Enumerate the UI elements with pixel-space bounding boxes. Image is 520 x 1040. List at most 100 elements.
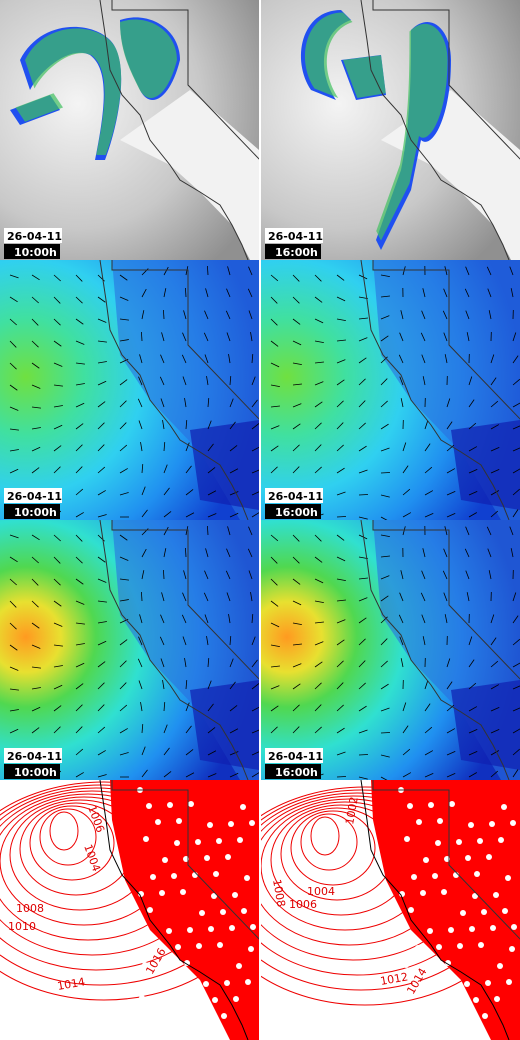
wind-arrow	[119, 534, 128, 541]
contour-hole	[482, 1013, 488, 1019]
wind-arrow	[206, 376, 209, 386]
wind-arrow	[336, 660, 344, 668]
wind-arrow	[442, 310, 448, 320]
isobar-label: 1006	[289, 898, 317, 911]
wind-arrow	[53, 340, 62, 347]
wind-arrow	[251, 729, 259, 734]
contour-hole	[407, 803, 413, 809]
contour-hole	[424, 961, 430, 967]
map-panel: 26-04-11 10:00h	[0, 0, 259, 260]
wind-arrow	[182, 592, 187, 602]
wind-arrow	[31, 687, 41, 690]
wind-arrow	[444, 526, 448, 536]
time-label: 10:00h	[14, 246, 57, 259]
wind-arrow	[314, 381, 324, 386]
time-label: 16:00h	[275, 506, 318, 519]
wind-arrow	[444, 614, 448, 624]
wind-arrow	[97, 380, 107, 386]
wind-arrow	[204, 570, 209, 580]
contour-hole	[154, 945, 160, 951]
contour-hole	[217, 942, 223, 948]
wind-arrow	[9, 688, 19, 691]
wind-arrow	[402, 772, 412, 778]
contour-hole	[416, 819, 422, 825]
contour-hole	[452, 998, 458, 1004]
wind-arrow	[160, 398, 165, 408]
contour-hole	[225, 854, 231, 860]
wind-arrow	[512, 332, 517, 342]
wind-arrow	[97, 490, 106, 496]
wind-arrow	[336, 444, 344, 452]
wind-arrow	[468, 729, 478, 734]
wind-arrow	[444, 354, 448, 364]
wind-arrow	[141, 723, 144, 734]
wind-arrow	[207, 680, 212, 690]
wind-arrow	[163, 266, 169, 276]
wind-arrow	[468, 399, 475, 408]
wind-arrow	[206, 636, 209, 646]
wind-arrow	[225, 570, 231, 580]
contour-hole	[158, 1016, 164, 1022]
wind-arrow	[75, 274, 83, 282]
wind-arrow	[31, 578, 39, 586]
wind-arrow	[380, 534, 390, 537]
wind-arrow	[402, 526, 406, 536]
wind-arrow	[446, 681, 453, 690]
wind-arrow	[336, 751, 346, 756]
contour-hole	[191, 998, 197, 1004]
wind-arrow	[380, 356, 388, 364]
wind-arrow	[465, 266, 470, 276]
contour-hole	[399, 891, 405, 897]
wind-arrow	[358, 357, 367, 364]
wind-arrow	[380, 516, 388, 520]
wind-arrow	[443, 288, 448, 298]
wind-arrow	[402, 702, 407, 712]
wind-arrow	[336, 727, 345, 734]
date-box	[265, 488, 323, 503]
wind-arrow	[204, 614, 209, 624]
wind-arrow	[9, 534, 19, 539]
wind-arrow	[119, 318, 129, 321]
coastline	[99, 520, 249, 780]
wind-arrow	[163, 288, 167, 298]
wind-arrow	[75, 704, 83, 712]
wind-arrow	[292, 274, 300, 282]
wind-arrow	[486, 266, 492, 276]
wind-arrow	[207, 420, 212, 430]
wind-arrow	[229, 398, 234, 408]
contour-hole	[167, 802, 173, 808]
wind-arrow	[229, 751, 239, 756]
date-label: 26-04-11	[7, 750, 62, 763]
wind-arrow	[446, 751, 456, 756]
wind-arrow	[402, 512, 412, 518]
wind-arrow	[119, 492, 129, 496]
contour-hole	[481, 909, 487, 915]
wind-arrow	[119, 422, 127, 430]
wind-arrow	[380, 400, 388, 408]
wind-arrow	[163, 548, 167, 558]
wind-arrow	[510, 548, 514, 558]
wind-arrow	[119, 379, 128, 386]
contour-hole	[170, 999, 176, 1005]
wind-arrow	[468, 659, 475, 668]
wind-arrow	[229, 681, 236, 690]
contour-hole	[464, 981, 470, 987]
contour-hole	[163, 961, 169, 967]
contour-hole	[469, 926, 475, 932]
wind-arrow	[163, 701, 166, 712]
wind-arrow	[97, 318, 107, 323]
wind-arrow	[140, 702, 143, 712]
wind-arrow	[465, 570, 470, 580]
wind-arrow	[9, 274, 19, 279]
wind-arrow	[490, 469, 500, 474]
wind-arrow	[75, 512, 84, 518]
wind-arrow	[398, 614, 404, 624]
wind-arrow	[270, 425, 280, 430]
wind-arrow	[229, 512, 239, 518]
wind-arrow	[424, 443, 431, 452]
wind-arrow	[9, 340, 17, 348]
wind-arrow	[228, 614, 231, 624]
date-box	[4, 748, 62, 763]
wind-arrow	[75, 488, 84, 496]
wind-arrow	[292, 318, 301, 325]
